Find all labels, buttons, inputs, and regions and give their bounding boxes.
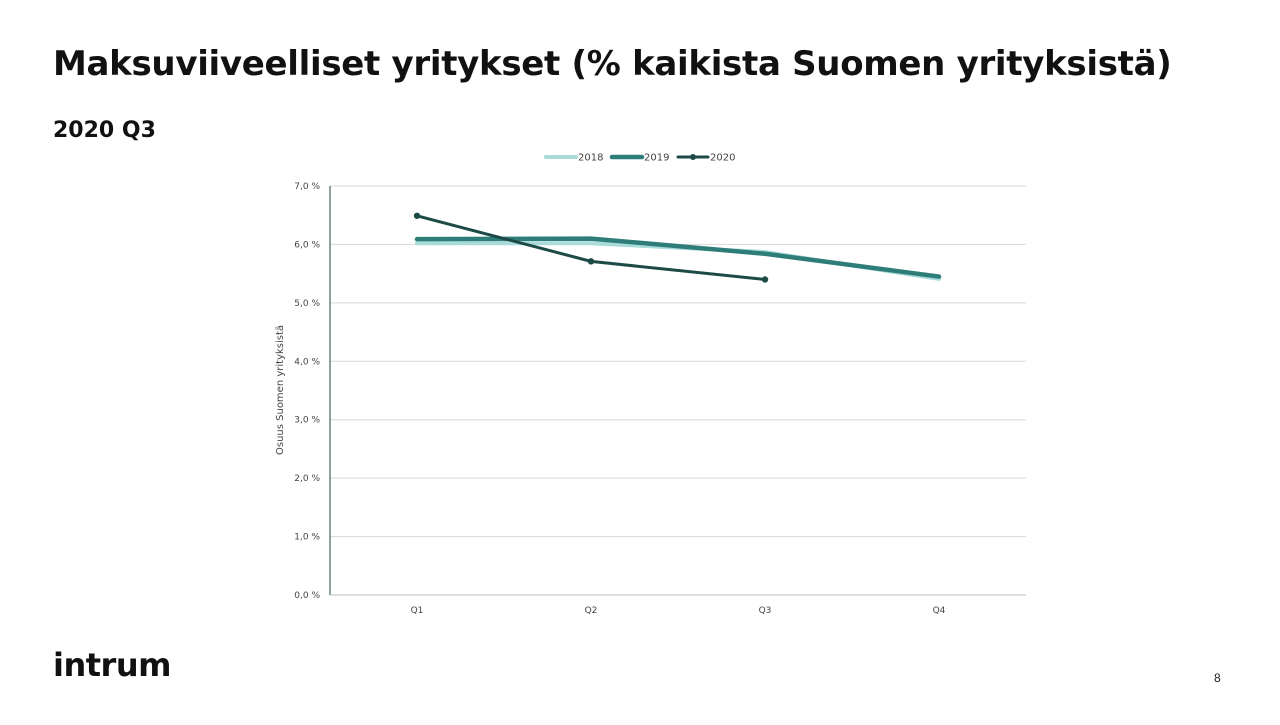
y-tick-label: 1,0 % [294, 533, 320, 543]
legend: 2018 2019 2020 [544, 153, 735, 164]
x-tick-label: Q2 [585, 606, 598, 616]
y-tick-label: 6,0 % [294, 240, 320, 250]
data-point-2020 [413, 212, 421, 219]
legend-marker-2020 [690, 154, 696, 160]
legend-label-2018: 2018 [578, 153, 603, 164]
intrum-logo: intrum [53, 646, 171, 684]
y-tick-label: 3,0 % [294, 416, 320, 426]
slide-subtitle: 2020 Q3 [53, 118, 156, 143]
series-lines [413, 212, 942, 283]
slide-title: Maksuviiveelliset yritykset (% kaikista … [53, 44, 1172, 84]
y-tick-label: 5,0 % [294, 299, 320, 309]
y-tick-label: 4,0 % [294, 357, 320, 367]
x-tick-label: Q3 [759, 606, 772, 616]
page-number: 8 [1214, 671, 1221, 685]
data-point-2020 [761, 276, 769, 283]
legend-label-2019: 2019 [644, 153, 669, 164]
data-point-2020 [587, 258, 595, 265]
y-tick-label: 2,0 % [294, 474, 320, 484]
y-axis-title: Osuus Suomen yrityksistä [275, 325, 286, 455]
axes [329, 186, 1026, 596]
y-tick-label: 0,0 % [294, 591, 320, 601]
x-tick-label: Q4 [933, 606, 946, 616]
y-axis-ticks: 0,0 % 1,0 % 2,0 % 3,0 % 4,0 % 5,0 % 6,0 % 7,0 % [294, 182, 320, 601]
legend-label-2020: 2020 [710, 153, 735, 164]
series-line-2018 [415, 241, 941, 281]
x-axis-ticks: Q1 Q2 Q3 Q4 [411, 606, 946, 616]
x-tick-label: Q1 [411, 606, 424, 616]
y-tick-label: 7,0 % [294, 182, 320, 192]
